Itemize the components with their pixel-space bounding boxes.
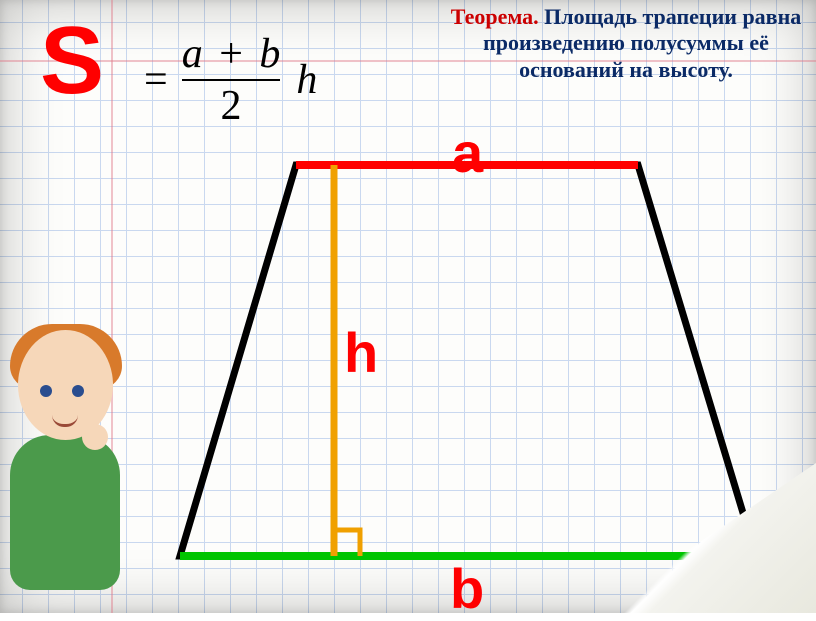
character-hand (82, 424, 108, 450)
character-eye-right (72, 385, 84, 397)
label-a: a (452, 120, 483, 185)
label-b: b (450, 556, 484, 621)
character-body (10, 435, 120, 590)
character-eye-left (40, 385, 52, 397)
label-h: h (344, 320, 378, 385)
thinking-boy-illustration (0, 330, 140, 590)
trapezoid-outline (180, 165, 756, 556)
